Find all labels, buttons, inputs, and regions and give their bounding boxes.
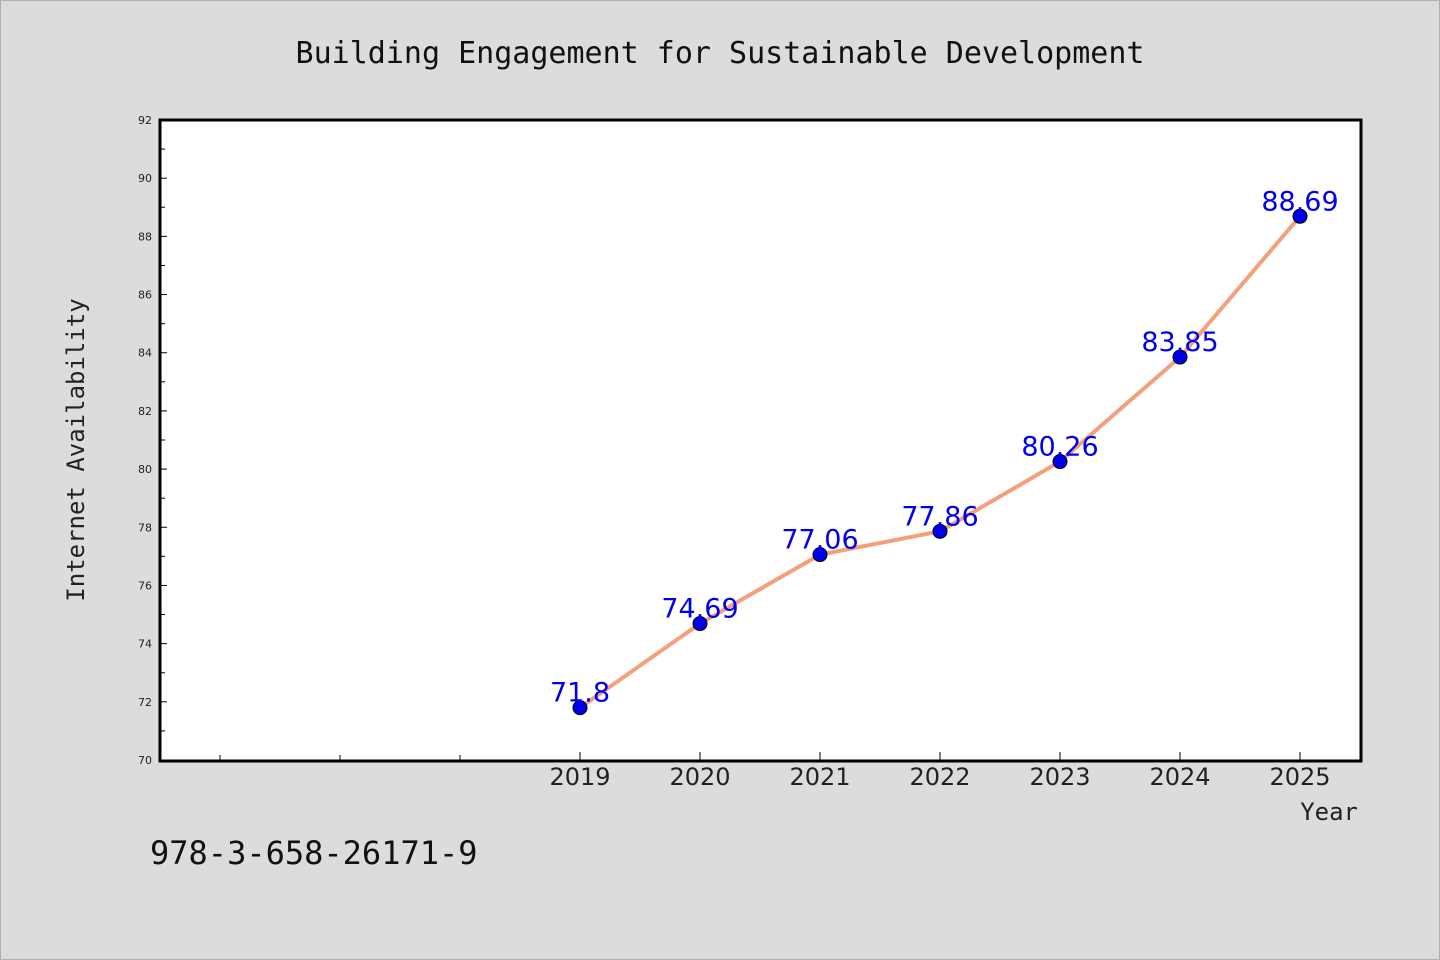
x-axis-label: Year [1300, 798, 1358, 826]
data-labels: 71.8 74.69 77.06 77.86 80.26 83.85 88.69 [550, 186, 1339, 708]
x-tick-label: 2025 [1269, 763, 1330, 791]
data-label: 88.69 [1261, 186, 1338, 217]
x-tick-label: 2020 [669, 763, 730, 791]
data-label: 80.26 [1021, 432, 1098, 463]
data-label: 74.69 [661, 594, 738, 625]
y-tick-label: 90 [138, 172, 152, 185]
data-point [812, 547, 828, 563]
x-tick-label: 2019 [549, 763, 610, 791]
y-tick-label: 72 [138, 696, 152, 709]
data-label: 77.86 [901, 501, 978, 532]
y-tick-label: 78 [138, 521, 152, 534]
data-point [932, 523, 948, 539]
y-tick-label: 92 [138, 114, 152, 127]
y-tick-label: 86 [138, 289, 152, 302]
data-label: 71.8 [550, 678, 610, 709]
data-point [692, 616, 708, 632]
data-label: 77.06 [781, 525, 858, 556]
x-tick-label: 2022 [909, 763, 970, 791]
data-label: 83.85 [1141, 327, 1218, 358]
y-tick-label: 76 [138, 579, 152, 592]
y-axis-ticks: 70 72 74 76 78 80 82 84 86 88 90 92 [138, 114, 167, 767]
footer-isbn: 978-3-658-26171-9 [150, 834, 478, 872]
data-point [1292, 208, 1308, 224]
x-axis-ticks: 2019 2020 2021 2022 2023 2024 2025 [219, 752, 1331, 791]
data-point [572, 700, 588, 716]
y-axis-label: Internet Availability [62, 298, 90, 601]
y-tick-label: 88 [138, 230, 152, 243]
plot-area [158, 118, 1363, 763]
y-tick-label: 84 [138, 347, 152, 360]
y-tick-label: 80 [138, 463, 152, 476]
x-tick-label: 2021 [789, 763, 850, 791]
data-point [1052, 454, 1068, 470]
chart-title: Building Engagement for Sustainable Deve… [296, 36, 1145, 71]
y-tick-label: 74 [138, 638, 152, 651]
x-tick-label: 2024 [1149, 763, 1210, 791]
y-tick-label: 82 [138, 405, 152, 418]
x-tick-label: 2023 [1029, 763, 1090, 791]
y-tick-label: 70 [138, 754, 152, 767]
data-point [1172, 349, 1188, 365]
series-markers [572, 208, 1308, 716]
